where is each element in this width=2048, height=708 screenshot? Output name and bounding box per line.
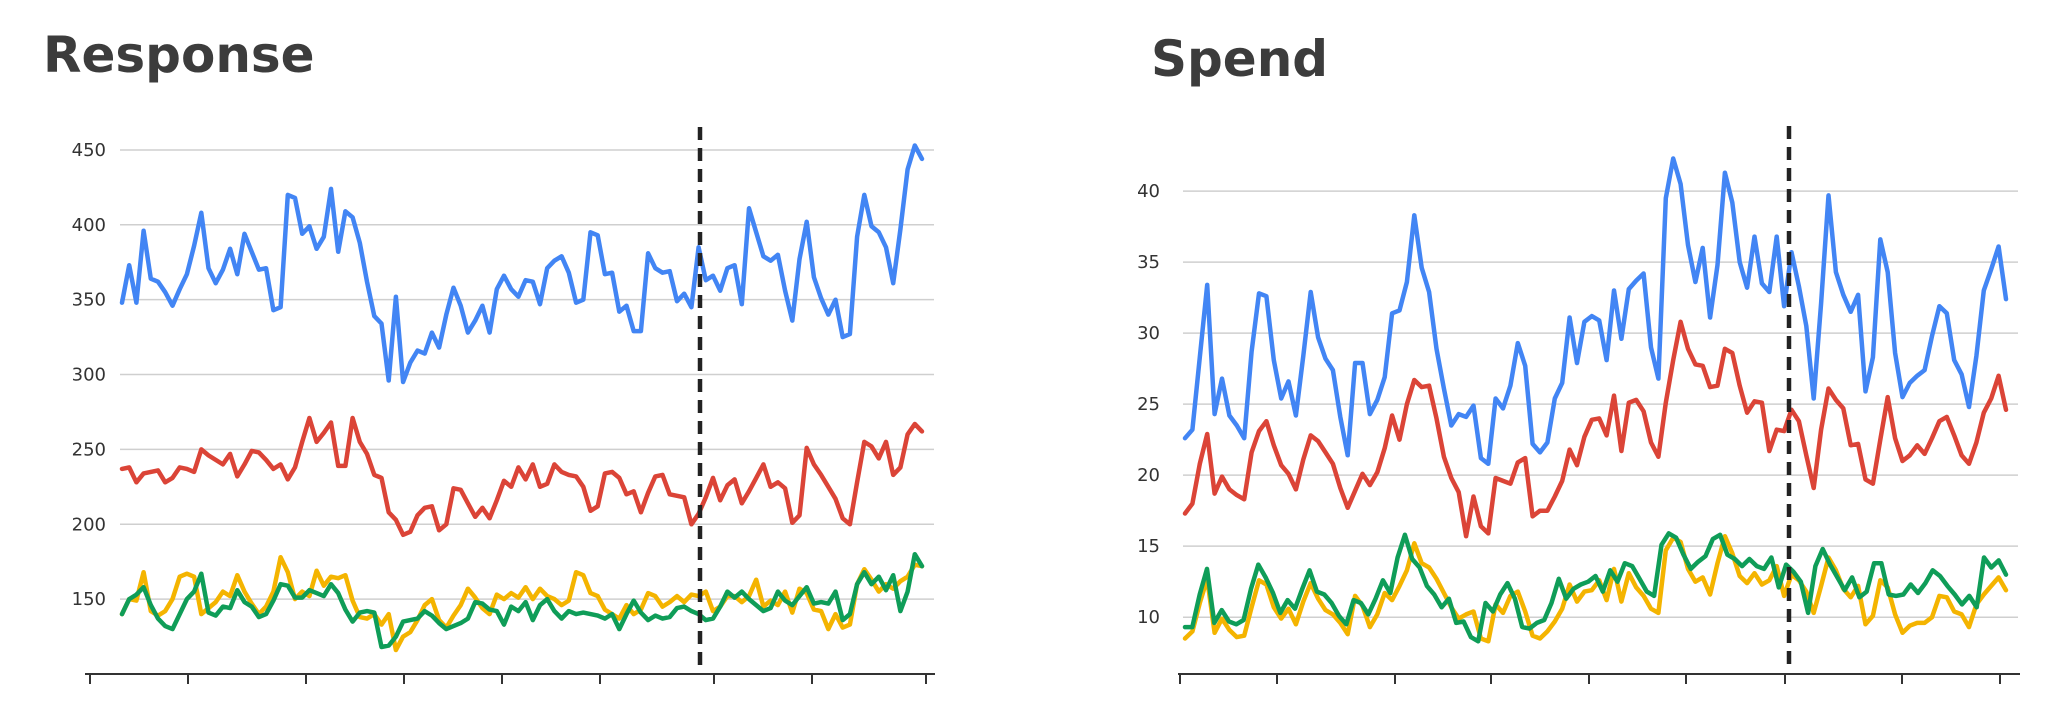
series-line-2 — [1182, 319, 2009, 539]
series-line-4 — [1182, 531, 2009, 644]
response-chart-title: Response — [43, 26, 315, 84]
y-tick-label: 35 — [1137, 252, 1160, 273]
series-line-2 — [119, 415, 925, 538]
y-tick-label: 250 — [72, 439, 106, 460]
spend-chart: 10 15 20 25 30 35 40 — [1137, 126, 2020, 684]
spend-chart-panel: Spend 10 15 20 25 30 35 40 — [1030, 0, 2048, 708]
y-tick-label: 20 — [1137, 465, 1160, 486]
y-tick-label: 450 — [72, 140, 106, 161]
y-tick-label: 10 — [1137, 607, 1160, 628]
y-tick-label: 300 — [72, 365, 106, 386]
y-tick-label: 30 — [1137, 323, 1160, 344]
spend-chart-title: Spend — [1151, 30, 1329, 88]
y-tick-label: 150 — [72, 589, 106, 610]
y-tick-label: 15 — [1137, 536, 1160, 557]
y-tick-label: 25 — [1137, 394, 1160, 415]
series-line-1 — [119, 143, 925, 385]
y-tick-label: 40 — [1137, 181, 1160, 202]
response-chart: 150 200 250 300 350 400 450 — [72, 127, 935, 684]
y-tick-label: 350 — [72, 290, 106, 311]
response-chart-panel: Response 150 200 250 300 350 400 450 — [0, 0, 1020, 708]
y-tick-label: 200 — [72, 514, 106, 535]
series-line-3 — [1182, 533, 2009, 644]
series-line-1 — [1182, 156, 2009, 467]
series-line-4 — [119, 551, 925, 650]
y-tick-label: 400 — [72, 215, 106, 236]
